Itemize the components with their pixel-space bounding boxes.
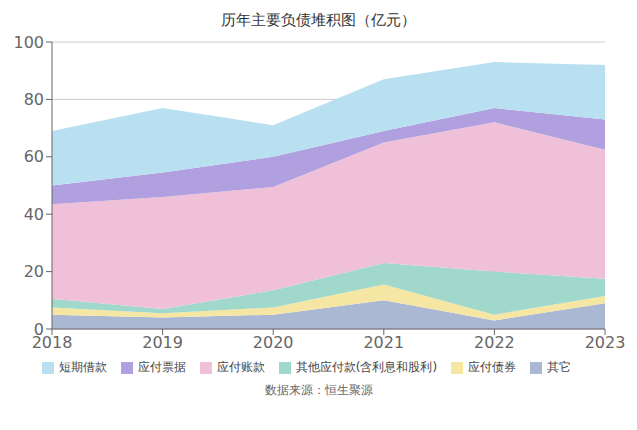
html-text:历年主要负债堆积图（亿元）: 历年主要负债堆积图（亿元） xyxy=(221,11,416,29)
html-text:其他应付款(含利息和股利): 其他应付款(含利息和股利) xyxy=(295,360,438,374)
svg-text:2021: 2021 xyxy=(363,333,404,352)
svg-text:2018: 2018 xyxy=(31,333,73,353)
html-text:其它: 其它 xyxy=(547,360,572,374)
svg-text:80: 80 xyxy=(24,90,44,109)
svg-text:40: 40 xyxy=(24,205,44,224)
svg-text:2022: 2022 xyxy=(474,333,515,352)
svg-text:0: 0 xyxy=(34,320,44,339)
svg-text:2019: 2019 xyxy=(142,333,183,352)
svg-text:100: 100 xyxy=(13,33,44,52)
svg-text:60: 60 xyxy=(24,147,44,166)
html-text:应付债券: 应付债券 xyxy=(468,360,517,374)
html-text:应付票据: 应付票据 xyxy=(137,360,186,374)
html-text:短期借款: 短期借款 xyxy=(58,360,107,374)
html-text:应付账款: 应付账款 xyxy=(216,360,265,374)
svg-text:2020: 2020 xyxy=(253,333,294,352)
svg-text:20: 20 xyxy=(24,262,44,281)
svg-text:2023: 2023 xyxy=(585,333,626,352)
html-text:数据来源：恒生聚源: 数据来源：恒生聚源 xyxy=(264,383,373,397)
